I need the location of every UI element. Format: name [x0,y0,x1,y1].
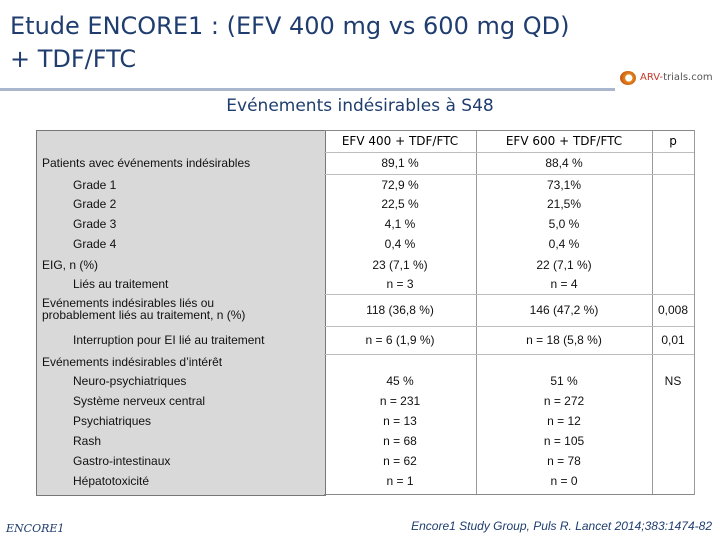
table-bottom-border [324,494,694,495]
row-label: Gastro-intestinaux [73,454,171,468]
row-divider [324,354,694,355]
slide-subtitle: Evénements indésirables à S48 [226,96,494,116]
slide-title-line1: Etude ENCORE1 : (EFV 400 mg vs 600 mg QD… [10,12,570,40]
cell-efv400: n = 68 [383,434,417,448]
cell-efv400: 4,1 % [384,217,416,231]
cell-efv600: 22 (7,1 %) [536,258,592,272]
cell-efv600: 5,0 % [548,217,580,231]
logo-text: ARV-trials.com [640,72,713,83]
row-label: Liés au traitement [73,277,169,291]
row-label: Grade 4 [73,237,117,251]
cell-efv400: 72,9 % [381,178,419,192]
cell-efv600: n = 105 [543,434,585,448]
cell-efv600: 146 (47,2 %) [529,303,599,317]
table-top-border [324,130,694,131]
cell-efv600: 0,4 % [548,237,580,251]
cell-efv600: 21,5% [546,197,582,211]
row-label: EIG, n (%) [42,258,99,272]
header-efv400: EFV 400 + TDF/FTC [341,134,459,148]
cell-efv600: n = 12 [547,414,581,428]
citation: Encore1 Study Group, Puls R. Lancet 2014… [411,519,712,533]
cell-efv400: n = 13 [383,414,417,428]
row-label: Grade 1 [73,178,117,192]
header-divider [324,152,694,153]
row-divider [324,174,694,175]
header-p: p [669,134,677,148]
slide-title: Etude ENCORE1 : (EFV 400 mg vs 600 mg QD… [10,10,569,76]
row-label: Grade 2 [73,197,117,211]
row-label: Interruption pour EI lié au traitement [73,333,265,347]
cell-efv600: 51 % [550,374,578,388]
row-label: Evénements indésirables liés ou [42,296,215,310]
header-efv600: EFV 600 + TDF/FTC [505,134,623,148]
label-column-box [36,130,326,496]
row-label: probablement liés au traitement, n (%) [42,308,246,322]
cell-efv400: 22,5 % [381,197,419,211]
cell-efv600: n = 78 [547,454,581,468]
row-label: Hépatotoxicité [73,474,150,488]
cell-efv400: n = 3 [386,277,414,291]
cell-p-value: 0,01 [661,333,685,347]
row-label: Rash [73,434,102,448]
cell-efv600: n = 4 [550,277,578,291]
row-divider [324,326,694,327]
row-label: Grade 3 [73,217,117,231]
cell-p-value: NS [664,374,682,388]
row-label: Patients avec événements indésirables [42,156,251,170]
title-divider [0,88,615,91]
cell-efv600: 73,1% [546,178,582,192]
cell-p-value: 0,008 [657,303,689,317]
cell-efv400: n = 62 [383,454,417,468]
column-divider-3 [694,130,695,495]
cell-efv400: n = 6 (1,9 %) [365,333,435,347]
cell-efv400: n = 231 [379,394,421,408]
row-label: Système nerveux central [73,394,206,408]
row-label: Psychiatriques [73,414,152,428]
encore1-footer-logo: ENCORE1 [6,522,65,535]
row-label: Neuro-psychiatriques [73,374,187,388]
row-label: Evénements indésirables d’intérêt [42,355,223,369]
cell-efv600: n = 18 (5,8 %) [526,333,602,347]
row-divider [324,294,694,295]
logo-suffix: trials.com [663,72,713,83]
cell-efv400: 118 (36,8 %) [366,303,434,317]
column-divider-1 [476,130,477,495]
cell-efv600: 88,4 % [545,156,583,170]
slide-title-line2: + TDF/FTC [10,45,137,73]
column-divider-2 [652,130,653,495]
logo-prefix: ARV- [640,72,664,83]
cell-efv400: 45 % [386,374,414,388]
arv-trials-logo: ARV-trials.com [618,69,718,91]
cell-efv600: n = 0 [550,474,578,488]
logo-ring-icon [620,71,636,85]
cell-efv600: n = 272 [543,394,585,408]
cell-efv400: 89,1 % [381,156,419,170]
cell-efv400: 0,4 % [384,237,416,251]
cell-efv400: n = 1 [386,474,414,488]
cell-efv400: 23 (7,1 %) [372,258,428,272]
